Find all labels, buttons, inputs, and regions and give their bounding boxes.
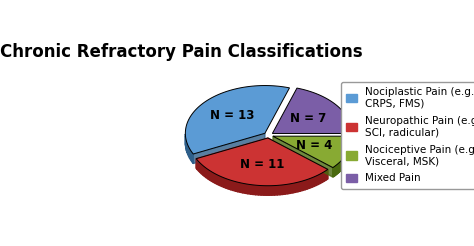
- Polygon shape: [273, 136, 333, 177]
- Legend: Nociplastic Pain (e.g.
CRPS, FMS), Neuropathic Pain (e.g.
SCI, radicular), Nocic: Nociplastic Pain (e.g. CRPS, FMS), Neuro…: [341, 82, 474, 189]
- Text: N = 11: N = 11: [240, 157, 284, 170]
- Polygon shape: [324, 170, 326, 181]
- Polygon shape: [213, 173, 215, 184]
- Polygon shape: [211, 172, 213, 182]
- Polygon shape: [341, 160, 342, 170]
- Polygon shape: [288, 184, 290, 194]
- Polygon shape: [189, 147, 190, 158]
- Polygon shape: [337, 163, 338, 173]
- Polygon shape: [314, 176, 316, 186]
- Polygon shape: [261, 185, 264, 195]
- Text: Chronic Refractory Pain Classifications: Chronic Refractory Pain Classifications: [0, 43, 363, 61]
- Polygon shape: [312, 177, 314, 187]
- Polygon shape: [285, 184, 288, 194]
- Polygon shape: [233, 181, 236, 191]
- PathPatch shape: [185, 86, 290, 154]
- Polygon shape: [193, 133, 265, 164]
- Polygon shape: [196, 138, 268, 168]
- Polygon shape: [197, 160, 199, 171]
- Polygon shape: [190, 149, 191, 160]
- Polygon shape: [204, 167, 206, 178]
- Polygon shape: [199, 162, 200, 172]
- Polygon shape: [339, 162, 340, 172]
- Polygon shape: [215, 174, 218, 184]
- Polygon shape: [253, 185, 256, 195]
- Polygon shape: [264, 186, 266, 195]
- Polygon shape: [266, 186, 269, 195]
- Polygon shape: [300, 181, 302, 191]
- Polygon shape: [240, 183, 243, 193]
- Polygon shape: [256, 185, 258, 195]
- Polygon shape: [187, 143, 188, 155]
- Polygon shape: [268, 138, 328, 179]
- Polygon shape: [191, 151, 192, 162]
- Polygon shape: [219, 176, 222, 186]
- Polygon shape: [236, 182, 238, 192]
- Polygon shape: [333, 167, 334, 177]
- Text: N = 4: N = 4: [296, 139, 332, 152]
- Polygon shape: [316, 175, 318, 185]
- Polygon shape: [251, 184, 253, 195]
- Polygon shape: [307, 179, 310, 189]
- Polygon shape: [274, 185, 277, 195]
- Polygon shape: [340, 161, 341, 171]
- Polygon shape: [336, 165, 337, 175]
- Polygon shape: [201, 164, 203, 175]
- Polygon shape: [334, 166, 335, 176]
- Polygon shape: [210, 170, 211, 181]
- Polygon shape: [200, 163, 201, 174]
- Polygon shape: [318, 174, 320, 184]
- Polygon shape: [196, 159, 197, 170]
- Polygon shape: [192, 152, 193, 164]
- Polygon shape: [248, 184, 251, 194]
- Polygon shape: [258, 185, 261, 195]
- Polygon shape: [186, 139, 187, 151]
- Text: N = 7: N = 7: [290, 111, 326, 124]
- Polygon shape: [302, 180, 305, 190]
- Polygon shape: [231, 180, 233, 190]
- Polygon shape: [283, 184, 285, 195]
- Polygon shape: [322, 172, 324, 182]
- Polygon shape: [335, 166, 336, 176]
- Polygon shape: [224, 178, 226, 188]
- PathPatch shape: [273, 136, 353, 168]
- Polygon shape: [292, 183, 295, 193]
- Polygon shape: [305, 180, 307, 190]
- Polygon shape: [298, 182, 300, 192]
- Polygon shape: [188, 145, 189, 156]
- PathPatch shape: [196, 138, 328, 186]
- Polygon shape: [326, 169, 328, 180]
- Polygon shape: [222, 177, 224, 187]
- Polygon shape: [238, 182, 240, 192]
- Polygon shape: [272, 185, 274, 195]
- Polygon shape: [310, 178, 312, 188]
- Polygon shape: [218, 175, 219, 185]
- Polygon shape: [226, 179, 228, 189]
- Polygon shape: [246, 184, 248, 194]
- Text: N = 13: N = 13: [210, 109, 254, 123]
- Polygon shape: [243, 183, 246, 193]
- Polygon shape: [338, 163, 339, 173]
- Polygon shape: [269, 186, 272, 195]
- Polygon shape: [206, 168, 208, 179]
- Polygon shape: [228, 179, 231, 190]
- Polygon shape: [290, 183, 292, 193]
- Polygon shape: [277, 185, 280, 195]
- Polygon shape: [208, 169, 210, 180]
- Polygon shape: [295, 182, 298, 192]
- PathPatch shape: [273, 88, 352, 134]
- Polygon shape: [280, 185, 283, 195]
- Polygon shape: [320, 173, 322, 184]
- Polygon shape: [203, 166, 204, 176]
